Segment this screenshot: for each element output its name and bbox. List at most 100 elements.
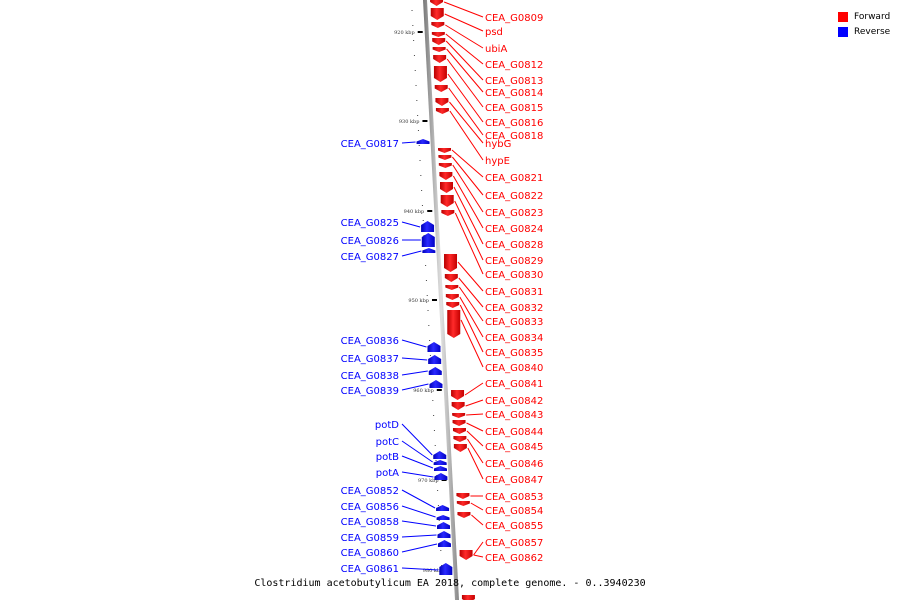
forward-leader-line [445, 24, 484, 49]
minor-tick [416, 100, 418, 101]
reverse-leader-line [401, 370, 428, 376]
reverse-gene-arrow [437, 540, 451, 547]
minor-tick [433, 415, 435, 416]
reverse-gene-label[interactable]: CEA_G0817 [341, 139, 399, 150]
reverse-gene-label[interactable]: CEA_G0826 [341, 236, 399, 247]
forward-gene-label[interactable]: CEA_G0844 [485, 427, 543, 438]
forward-gene-label[interactable]: CEA_G0843 [485, 410, 543, 421]
reverse-gene-label[interactable]: CEA_G0859 [341, 533, 399, 544]
minor-tick [414, 70, 416, 71]
forward-gene-label[interactable]: CEA_G0813 [485, 76, 543, 87]
reverse-gene-arrow [436, 505, 450, 511]
forward-leader-line [452, 164, 484, 213]
reverse-gene-arrow [421, 233, 435, 247]
reverse-gene-label[interactable]: potC [376, 437, 399, 448]
reverse-gene-arrow [429, 380, 443, 388]
forward-gene-arrow [438, 163, 452, 168]
reverse-leader-line [401, 383, 429, 391]
forward-gene-label[interactable]: hybG [485, 139, 511, 150]
forward-leader-line [466, 413, 484, 416]
forward-leader-line [471, 514, 484, 526]
forward-gene-label[interactable]: CEA_G0840 [485, 363, 543, 374]
forward-gene-label[interactable]: CEA_G0853 [485, 492, 543, 503]
forward-gene-arrow [451, 390, 465, 400]
forward-swatch-icon [838, 11, 848, 22]
forward-leader-line [464, 382, 484, 396]
forward-gene-label[interactable]: hypE [485, 156, 510, 167]
forward-leader-line [445, 33, 484, 65]
forward-gene-label[interactable]: CEA_G0857 [485, 538, 543, 549]
forward-leader-line [449, 110, 484, 161]
forward-gene-label[interactable]: CEA_G0846 [485, 459, 543, 470]
minor-tick [437, 505, 439, 506]
forward-gene-label[interactable]: CEA_G0855 [485, 521, 543, 532]
reverse-gene-label[interactable]: potB [376, 452, 399, 463]
forward-gene-arrow [461, 595, 475, 600]
forward-gene-label[interactable]: CEA_G0834 [485, 333, 543, 344]
reverse-gene-label[interactable]: potD [375, 420, 399, 431]
reverse-gene-label[interactable]: CEA_G0825 [341, 218, 399, 229]
forward-leader-line [449, 101, 484, 144]
forward-gene-label[interactable]: CEA_G0847 [485, 475, 543, 486]
forward-gene-label[interactable]: CEA_G0833 [485, 317, 543, 328]
reverse-gene-label[interactable]: potA [376, 468, 399, 479]
forward-gene-arrow [444, 254, 458, 272]
forward-gene-label[interactable]: CEA_G0862 [485, 553, 543, 564]
forward-leader-line [446, 58, 484, 108]
forward-gene-label[interactable]: CEA_G0818 [485, 131, 543, 142]
tick-mark [422, 120, 428, 122]
reverse-gene-arrow [436, 515, 450, 520]
reverse-leader-line [401, 250, 422, 257]
forward-gene-label[interactable]: CEA_G0831 [485, 287, 543, 298]
forward-gene-label[interactable]: CEA_G0812 [485, 60, 543, 71]
reverse-gene-label[interactable]: CEA_G0856 [341, 502, 399, 513]
forward-gene-label[interactable]: CEA_G0854 [485, 506, 543, 517]
forward-leader-line [445, 40, 484, 81]
reverse-gene-label[interactable]: CEA_G0836 [341, 336, 399, 347]
forward-gene-label[interactable]: CEA_G0814 [485, 88, 543, 99]
forward-gene-label[interactable]: CEA_G0823 [485, 208, 543, 219]
tick-layer: 920 kbp 930 kbp 940 kbp 950 kbp 960 kbp 970 k… [394, 10, 452, 581]
forward-gene-label[interactable]: CEA_G0842 [485, 396, 543, 407]
forward-gene-label[interactable]: CEA_G0832 [485, 303, 543, 314]
reverse-gene-label[interactable]: CEA_G0839 [341, 386, 399, 397]
forward-gene-label[interactable]: CEA_G0821 [485, 173, 543, 184]
minor-tick [425, 265, 427, 266]
minor-tick [428, 325, 430, 326]
reverse-gene-label[interactable]: CEA_G0827 [341, 252, 399, 263]
forward-gene-label[interactable]: CEA_G0835 [485, 348, 543, 359]
minor-tick [418, 145, 420, 146]
forward-gene-arrow [459, 550, 473, 560]
reverse-gene-label[interactable]: CEA_G0852 [341, 486, 399, 497]
forward-gene-label[interactable]: CEA_G0829 [485, 256, 543, 267]
forward-gene-label[interactable]: CEA_G0815 [485, 103, 543, 114]
minor-tick [438, 520, 440, 521]
forward-gene-label[interactable]: CEA_G0822 [485, 191, 543, 202]
forward-gene-label[interactable]: CEA_G0841 [485, 379, 543, 390]
forward-gene-label[interactable]: CEA_G0845 [485, 442, 543, 453]
reverse-gene-arrow [433, 451, 447, 459]
forward-gene-label[interactable]: CEA_G0816 [485, 118, 543, 129]
minor-tick [415, 85, 417, 86]
reverse-leader-line [401, 357, 428, 361]
forward-gene-arrow [439, 172, 453, 180]
forward-gene-label[interactable]: CEA_G0809 [485, 13, 543, 24]
reverse-leader-line [401, 567, 439, 571]
minor-tick [441, 580, 443, 581]
forward-gene-label[interactable]: CEA_G0828 [485, 240, 543, 251]
forward-leader-line [467, 447, 484, 480]
reverse-gene-label[interactable]: CEA_G0858 [341, 517, 399, 528]
forward-leader-line [473, 541, 484, 556]
forward-gene-label[interactable]: psd [485, 27, 503, 38]
forward-gene-label[interactable]: ubiA [485, 44, 507, 55]
reverse-leader-line [401, 141, 416, 144]
reverse-gene-label[interactable]: CEA_G0861 [341, 564, 399, 575]
forward-gene-label[interactable]: CEA_G0830 [485, 270, 543, 281]
reverse-gene-label[interactable]: CEA_G0838 [341, 371, 399, 382]
forward-gene-label[interactable]: CEA_G0824 [485, 224, 543, 235]
minor-tick [441, 565, 443, 566]
legend-forward: Forward [838, 9, 890, 24]
minor-tick [421, 190, 423, 191]
reverse-gene-label[interactable]: CEA_G0837 [341, 354, 399, 365]
reverse-gene-label[interactable]: CEA_G0860 [341, 548, 399, 559]
